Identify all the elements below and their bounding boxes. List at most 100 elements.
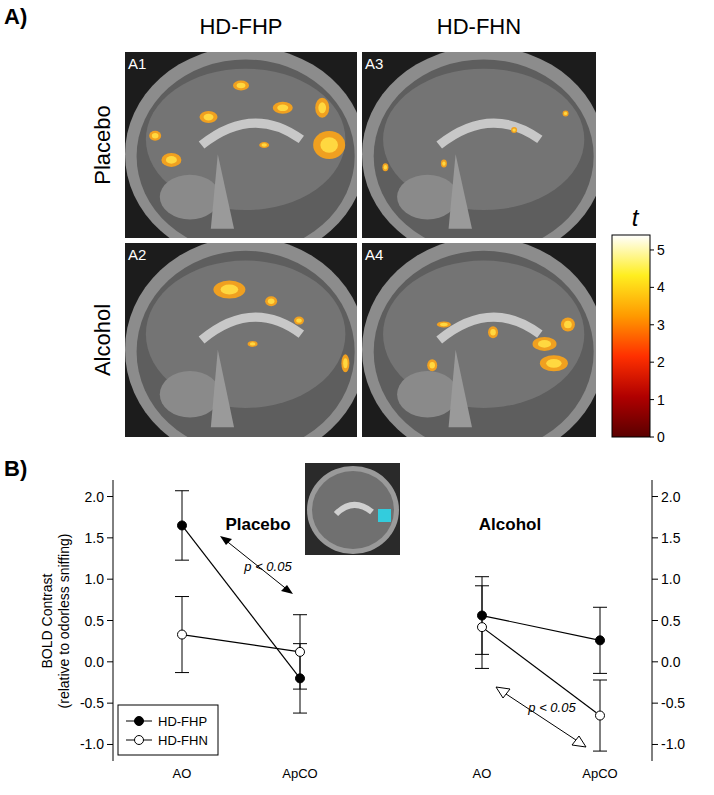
activation — [341, 354, 349, 372]
activation-core — [296, 318, 302, 322]
activation — [511, 127, 517, 133]
activation — [259, 142, 269, 148]
point — [296, 647, 305, 656]
y-tick — [107, 496, 113, 497]
activation — [441, 160, 447, 168]
brain — [374, 251, 594, 437]
row-title: Alcohol — [90, 304, 115, 376]
x-tick-label: AO — [473, 766, 492, 781]
activation — [488, 326, 498, 338]
y-tick — [652, 579, 658, 580]
annotation: p < 0.05 — [243, 559, 292, 574]
y-tick-label: 1.5 — [85, 530, 105, 546]
error-bar — [293, 615, 307, 689]
activation-core — [546, 359, 561, 368]
activation-core — [250, 342, 256, 345]
activation — [248, 341, 258, 347]
cerebellum — [397, 371, 458, 418]
column-title: HD-FHN — [437, 14, 521, 39]
y-tick-label: 2.0 — [85, 489, 105, 505]
error-bar — [175, 597, 189, 673]
plot-area — [475, 577, 607, 751]
brainstem — [211, 350, 234, 428]
error-bar — [593, 607, 607, 673]
color-bar-tick-label: 3 — [657, 317, 665, 333]
color-bar-tick-label: 1 — [657, 392, 665, 408]
inset-head — [307, 466, 399, 554]
activation-core — [204, 114, 214, 121]
activation — [437, 321, 451, 327]
activation — [427, 359, 437, 371]
y-tick — [652, 744, 658, 745]
cerebellum — [160, 371, 220, 418]
activation — [233, 80, 249, 90]
y-tick-label: -1.0 — [80, 736, 104, 752]
skull — [362, 52, 596, 238]
y-tick — [652, 496, 658, 497]
skull — [125, 243, 357, 437]
point — [596, 636, 605, 645]
y-tick-label: 1.5 — [661, 530, 681, 546]
activation-core — [384, 165, 387, 169]
arrow-head — [281, 585, 293, 594]
series-line — [182, 635, 300, 652]
arrow-head — [220, 536, 232, 545]
activation-core — [221, 285, 239, 295]
brain-slice — [125, 243, 357, 437]
error-bar — [593, 680, 607, 751]
activation-core — [261, 143, 267, 146]
error-bar — [175, 491, 189, 560]
brainstem — [211, 154, 234, 228]
activation-core — [320, 137, 338, 152]
series-line — [182, 525, 300, 678]
y-tick-label: 0.0 — [85, 654, 105, 670]
activation — [533, 337, 557, 351]
inset-brain — [305, 463, 400, 555]
arrow-head — [496, 687, 510, 698]
legend-box — [118, 705, 218, 755]
brain — [137, 59, 355, 238]
inset-cortex — [312, 471, 394, 549]
activation — [273, 102, 293, 114]
activation-core — [318, 102, 326, 113]
panel-label: B) — [4, 456, 27, 481]
brainstem — [449, 350, 472, 428]
color-bar-tick — [650, 287, 654, 288]
y-tick — [107, 620, 113, 621]
color-bar-tick-label: 2 — [657, 354, 665, 370]
activation-core — [442, 161, 445, 165]
x-tick-label: AO — [173, 766, 192, 781]
error-bar — [475, 586, 489, 669]
y-tick-label: -0.5 — [661, 695, 685, 711]
activation — [213, 281, 245, 299]
activation-core — [166, 156, 177, 164]
brain-slice — [125, 52, 357, 238]
activation-core — [564, 321, 572, 329]
roi — [378, 509, 391, 522]
activation — [200, 111, 218, 123]
y-axis-label-line: BOLD Contrast — [39, 573, 55, 668]
panel-id: A4 — [365, 246, 383, 263]
series-line — [482, 616, 600, 641]
y-tick — [107, 537, 113, 538]
y-tick — [652, 661, 658, 662]
legend-marker — [135, 717, 144, 726]
activation-core — [343, 358, 347, 368]
brain-slice — [362, 52, 596, 238]
color-bar-tick-label: 5 — [657, 242, 665, 258]
point — [478, 623, 487, 632]
y-tick — [107, 744, 113, 745]
activation-core — [512, 128, 515, 131]
activation — [149, 131, 161, 141]
y-tick-label: 0.5 — [85, 613, 105, 629]
color-bar-tick — [650, 399, 654, 400]
cerebellum — [160, 175, 220, 220]
activation — [294, 317, 304, 325]
skull — [362, 243, 596, 437]
corpus-callosum — [439, 123, 540, 145]
legend-label: HD-FHP — [158, 714, 207, 729]
color-bar-tick — [650, 324, 654, 325]
color-bar-tick — [650, 437, 654, 438]
x-tick-label: ApCO — [582, 766, 617, 781]
y-tick — [107, 703, 113, 704]
